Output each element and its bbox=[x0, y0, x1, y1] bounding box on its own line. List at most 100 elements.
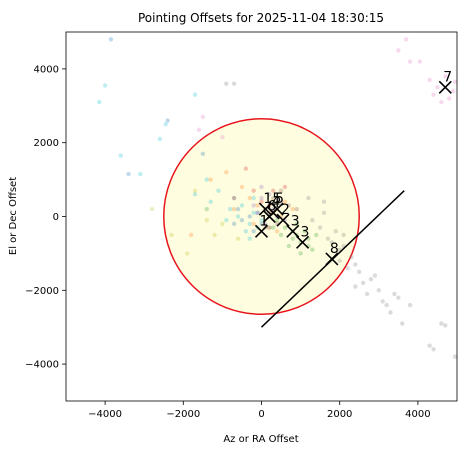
scatter-point-g1-7 bbox=[247, 214, 252, 219]
scatter-point-g1-6 bbox=[251, 229, 256, 234]
marker-label: 2 bbox=[281, 202, 290, 218]
scatter-point-g7-4 bbox=[282, 184, 288, 190]
y-tick-label: 0 bbox=[53, 212, 59, 223]
scatter-point-g7-2 bbox=[259, 199, 264, 204]
scatter-point-g8-8 bbox=[360, 280, 366, 286]
scatter-point-g8-33 bbox=[306, 195, 311, 201]
scatter-point-g0-4 bbox=[163, 122, 168, 127]
tolerance-circle bbox=[163, 118, 360, 315]
scatter-point-g8-27 bbox=[439, 321, 444, 326]
scatter-point-g4-6 bbox=[294, 221, 299, 227]
scatter-point-g2-2 bbox=[417, 59, 423, 64]
marker-label: 3 bbox=[301, 224, 310, 240]
scatter-point-g4-12 bbox=[314, 232, 319, 238]
scatter-point-g0-21 bbox=[157, 136, 163, 142]
scatter-point-g2-1 bbox=[396, 48, 401, 53]
y-axis-label: El or Dec Offset bbox=[8, 177, 19, 255]
scatter-point-g1-9 bbox=[255, 210, 260, 216]
marker-label: 15 bbox=[263, 191, 281, 207]
scatter-point-g4-5 bbox=[286, 243, 292, 249]
scatter-point-g6-0 bbox=[271, 195, 276, 201]
scatter-point-g8-3 bbox=[329, 240, 335, 245]
scatter-point-g3-0 bbox=[188, 232, 194, 238]
scatter-point-g1-3 bbox=[200, 151, 206, 156]
scatter-point-g2-8 bbox=[439, 99, 444, 105]
scatter-point-g5-3 bbox=[271, 206, 276, 212]
marker-8: 8 bbox=[325, 241, 339, 266]
scatter-point-g8-12 bbox=[384, 302, 389, 308]
marker-cross-b bbox=[258, 202, 272, 216]
scatter-point-g8-2 bbox=[321, 199, 327, 204]
scatter-point-g8-9 bbox=[368, 277, 374, 282]
scatter-point-g0-5 bbox=[204, 177, 209, 182]
plot-area: 11564523387 bbox=[97, 37, 457, 359]
scatter-point-g5-2 bbox=[267, 192, 272, 197]
x-tick-label: 4000 bbox=[405, 409, 430, 420]
scatter-point-g9-1 bbox=[169, 232, 174, 238]
marker-1: 15 bbox=[258, 191, 281, 216]
scatter-point-g0-7 bbox=[216, 188, 221, 193]
scatter-point-g0-15 bbox=[259, 217, 264, 223]
scatter-point-g1-10 bbox=[267, 225, 272, 230]
scatter-point-g8-6 bbox=[349, 254, 354, 260]
scatter-point-g8-29 bbox=[427, 343, 432, 348]
scatter-point-g6-1 bbox=[278, 188, 284, 193]
scatter-point-g6-5 bbox=[294, 206, 299, 212]
scatter-point-g0-13 bbox=[251, 210, 256, 216]
x-tick-label: −2000 bbox=[166, 409, 200, 420]
scatter-point-g1-5 bbox=[239, 217, 245, 223]
scatter-point-g8-7 bbox=[357, 269, 362, 275]
scatter-point-g4-13 bbox=[290, 236, 295, 241]
scatter-point-g8-20 bbox=[392, 291, 397, 297]
x-axis-label: Az or RA Offset bbox=[223, 434, 298, 445]
scatter-point-g8-23 bbox=[325, 236, 331, 241]
scatter-point-g3-4 bbox=[247, 195, 252, 201]
scatter-point-g4-14 bbox=[204, 206, 209, 212]
scatter-point-g0-6 bbox=[192, 192, 198, 197]
y-tick-label: 2000 bbox=[34, 138, 59, 149]
scatter-point-g3-1 bbox=[208, 177, 213, 182]
scatter-point-g5-1 bbox=[259, 195, 264, 201]
scatter-point-g8-35 bbox=[353, 284, 358, 289]
scatter-point-g8-28 bbox=[443, 323, 448, 328]
scatter-point-g1-8 bbox=[259, 221, 264, 227]
marker-cross-b bbox=[325, 252, 339, 266]
scatter-point-g0-11 bbox=[235, 214, 241, 219]
scatter-point-g8-15 bbox=[400, 321, 405, 326]
scatter-point-g8-0 bbox=[231, 81, 237, 86]
marker-9: 7 bbox=[438, 69, 452, 94]
marker-cross-b bbox=[270, 202, 284, 216]
scatter-point-g9-3 bbox=[220, 221, 225, 227]
scatter-point-g0-1 bbox=[118, 153, 123, 158]
scatter-point-g9-5 bbox=[204, 217, 209, 223]
marker-cross-b bbox=[286, 224, 300, 238]
scatter-point-g7-6 bbox=[231, 195, 237, 201]
scatter-point-g0-2 bbox=[97, 99, 102, 105]
scatter-point-g5-6 bbox=[255, 210, 260, 216]
marker-6: 3 bbox=[286, 213, 300, 238]
scatter-point-g8-17 bbox=[345, 265, 350, 271]
scatter-point-g8-32 bbox=[407, 302, 413, 308]
scatter-point-g6-2 bbox=[286, 203, 292, 208]
scatter-point-g1-1 bbox=[126, 171, 131, 177]
chart-title: Pointing Offsets for 2025-11-04 18:30:15 bbox=[138, 11, 384, 25]
scatter-point-g8-10 bbox=[376, 288, 381, 293]
scatter-point-g0-12 bbox=[247, 221, 252, 227]
marker-cross-b bbox=[254, 224, 269, 238]
scatter-point-g0-18 bbox=[243, 229, 249, 234]
scatter-point-g3-14 bbox=[290, 206, 295, 212]
scatter-point-g3-5 bbox=[255, 203, 260, 208]
scatter-point-g4-8 bbox=[302, 229, 307, 234]
scatter-point-g3-12 bbox=[231, 206, 237, 212]
marker-label: 4 bbox=[271, 195, 280, 211]
scatter-point-g1-4 bbox=[231, 221, 237, 227]
scatter-point-g1-11 bbox=[235, 206, 241, 212]
scatter-point-g8-1 bbox=[224, 81, 229, 86]
scatter-point-g8-14 bbox=[388, 310, 393, 315]
scatter-point-g2-11 bbox=[220, 134, 225, 140]
offset-markers: 11564523387 bbox=[254, 69, 452, 266]
scatter-point-g1-2 bbox=[165, 118, 170, 123]
scatter-point-g2-6 bbox=[443, 74, 448, 79]
scatter-point-g0-0 bbox=[102, 83, 108, 88]
